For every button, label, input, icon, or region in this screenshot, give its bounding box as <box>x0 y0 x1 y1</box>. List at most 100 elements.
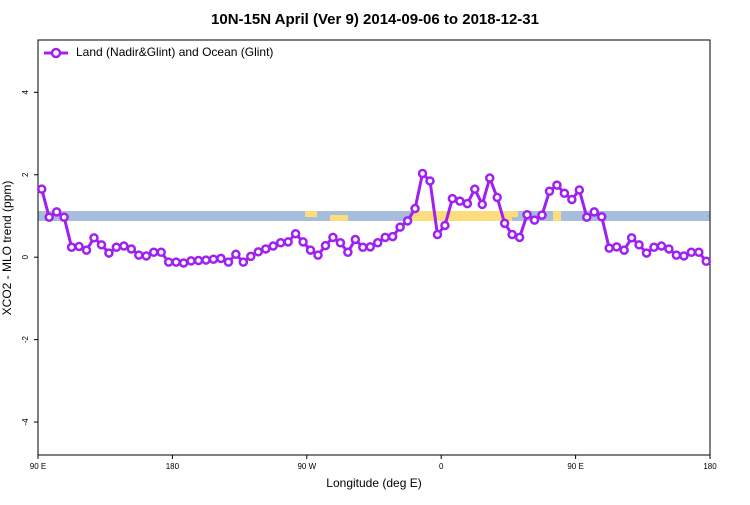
point <box>395 222 405 232</box>
point <box>387 231 398 242</box>
point <box>134 250 144 260</box>
y-tick-label: 0 <box>21 254 30 259</box>
point <box>119 241 129 251</box>
point <box>268 241 278 251</box>
point <box>484 173 495 183</box>
x-axis-label: Longitude (deg E) <box>326 476 421 490</box>
point <box>679 251 689 261</box>
point <box>694 247 704 257</box>
band <box>38 211 710 221</box>
point <box>74 241 84 252</box>
point <box>634 240 644 250</box>
point <box>537 210 547 220</box>
point <box>208 254 219 264</box>
point <box>320 240 331 251</box>
point <box>178 258 189 268</box>
x-tick-label: 90 W <box>297 462 316 471</box>
point <box>380 232 390 243</box>
point <box>372 238 383 248</box>
point <box>343 247 353 257</box>
x-tick-label: 0 <box>439 462 444 471</box>
point <box>701 256 712 267</box>
point <box>216 253 226 264</box>
point <box>514 232 525 243</box>
point <box>96 240 107 250</box>
point <box>298 237 308 247</box>
point <box>462 198 473 209</box>
legend-label: Land (Nadir&Glint) and Ocean (Glint) <box>76 45 273 59</box>
point <box>596 212 607 222</box>
point <box>148 247 159 257</box>
point <box>589 207 600 217</box>
point <box>417 168 428 179</box>
point <box>619 245 629 255</box>
legend-marker <box>50 47 62 59</box>
point <box>171 257 181 267</box>
point <box>283 237 293 247</box>
point <box>156 247 166 257</box>
point <box>477 199 488 210</box>
point <box>604 243 614 253</box>
point <box>313 250 323 260</box>
point <box>365 242 376 252</box>
point <box>649 242 659 253</box>
point <box>231 249 241 260</box>
plot-frame <box>37 39 711 456</box>
point <box>111 242 122 253</box>
point <box>51 207 62 217</box>
point <box>89 233 99 243</box>
y-tick-label: -2 <box>21 336 30 344</box>
point <box>358 242 368 253</box>
point <box>44 212 54 222</box>
y-axis-label: XCO2 - MLO trend (ppm) <box>0 181 14 316</box>
point <box>402 216 413 226</box>
point <box>253 247 264 257</box>
point <box>656 241 667 251</box>
land-ocean-band <box>38 211 710 221</box>
point <box>552 180 562 190</box>
y-tick-label: 2 <box>21 172 30 177</box>
point <box>507 229 517 240</box>
point <box>529 215 540 225</box>
point <box>328 232 338 243</box>
chart-title: 10N-15N April (Ver 9) 2014-09-06 to 2018… <box>211 11 539 28</box>
point <box>193 255 204 266</box>
point <box>104 248 114 258</box>
band <box>512 211 518 217</box>
point <box>455 196 465 206</box>
point <box>626 233 637 243</box>
point <box>223 257 234 267</box>
point <box>305 245 316 255</box>
point <box>186 256 196 266</box>
point <box>611 242 622 252</box>
point <box>201 255 211 265</box>
point <box>141 251 152 261</box>
point <box>470 184 480 194</box>
point <box>671 250 682 260</box>
point <box>59 212 69 222</box>
point <box>499 218 510 229</box>
point <box>559 188 570 199</box>
point <box>275 238 286 248</box>
point <box>81 245 92 255</box>
point <box>335 238 346 248</box>
x-tick-label: 180 <box>703 462 717 471</box>
point <box>492 192 502 203</box>
point <box>163 257 174 267</box>
point <box>66 242 77 253</box>
band <box>330 215 348 221</box>
x-tick-label: 90 E <box>567 462 583 471</box>
point <box>447 193 458 204</box>
y-tick-label: 4 <box>21 90 30 95</box>
band <box>305 211 317 217</box>
point <box>246 251 256 262</box>
band <box>553 211 561 221</box>
point <box>126 244 137 254</box>
x-tick-label: 90 E <box>30 462 46 471</box>
point <box>522 209 532 220</box>
point <box>567 194 577 205</box>
point <box>260 244 271 254</box>
point <box>350 234 361 245</box>
